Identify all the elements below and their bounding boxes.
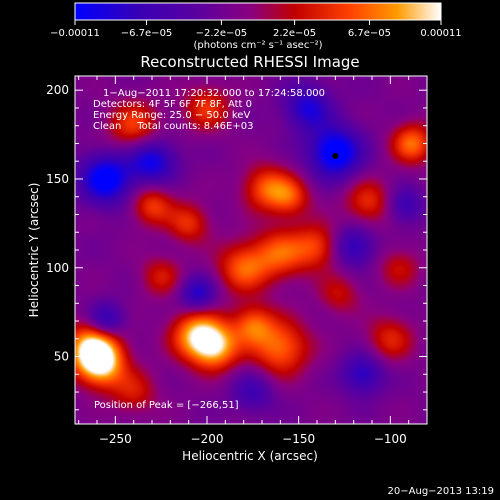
x-tick-label: −150 [282, 432, 315, 446]
annotation-detectors: Detectors: 4F 5F 6F 7F 8F, Att 0 [93, 99, 252, 110]
axis-ticks: −250 −200 −150 −100 50 100 150 200 [46, 76, 428, 446]
colorbar-tick-label: 6.7e−05 [348, 28, 391, 39]
colorbar [74, 2, 442, 21]
y-axis-label: Heliocentric Y (arcsec) [27, 183, 41, 318]
heatmap-image [75, 76, 427, 424]
annotation-time-range: 1−Aug−2011 17:20:32.000 to 17:24:58.000 [103, 88, 325, 99]
x-axis-label: Heliocentric X (arcsec) [182, 449, 318, 463]
colorbar-units: (photons cm⁻² s⁻¹ asec⁻²) [193, 40, 322, 51]
y-tick-label: 50 [54, 350, 69, 364]
colorbar-ticks: −0.00011 −6.7e−05 −2.2e−05 2.2e−05 6.7e−05 0.… [50, 20, 462, 39]
x-tick-label: −100 [374, 432, 407, 446]
annotation-peak-position: Position of Peak = [−266,51] [94, 400, 239, 411]
colorbar-tick-label: 2.2e−05 [273, 28, 316, 39]
colorbar-tick-label: −2.2e−05 [196, 28, 248, 39]
chart-title: Reconstructed RHESSI Image [140, 53, 359, 71]
colorbar-tick-label: −6.7e−05 [121, 28, 173, 39]
colorbar-tick-label: −0.00011 [50, 28, 100, 39]
x-tick-label: −200 [191, 432, 224, 446]
annotation-clean-counts: Clean Total counts: 8.46E+03 [93, 121, 253, 132]
peak-marker [332, 152, 339, 159]
annotation-energy: Energy Range: 25.0 − 50.0 keV [93, 110, 250, 121]
x-tick-label: −250 [99, 432, 132, 446]
y-tick-label: 200 [46, 83, 69, 97]
colorbar-tick-label: 0.00011 [420, 28, 461, 39]
y-tick-label: 100 [46, 261, 69, 275]
footer-timestamp: 20−Aug−2013 13:19 [388, 486, 494, 497]
y-tick-label: 150 [46, 172, 69, 186]
